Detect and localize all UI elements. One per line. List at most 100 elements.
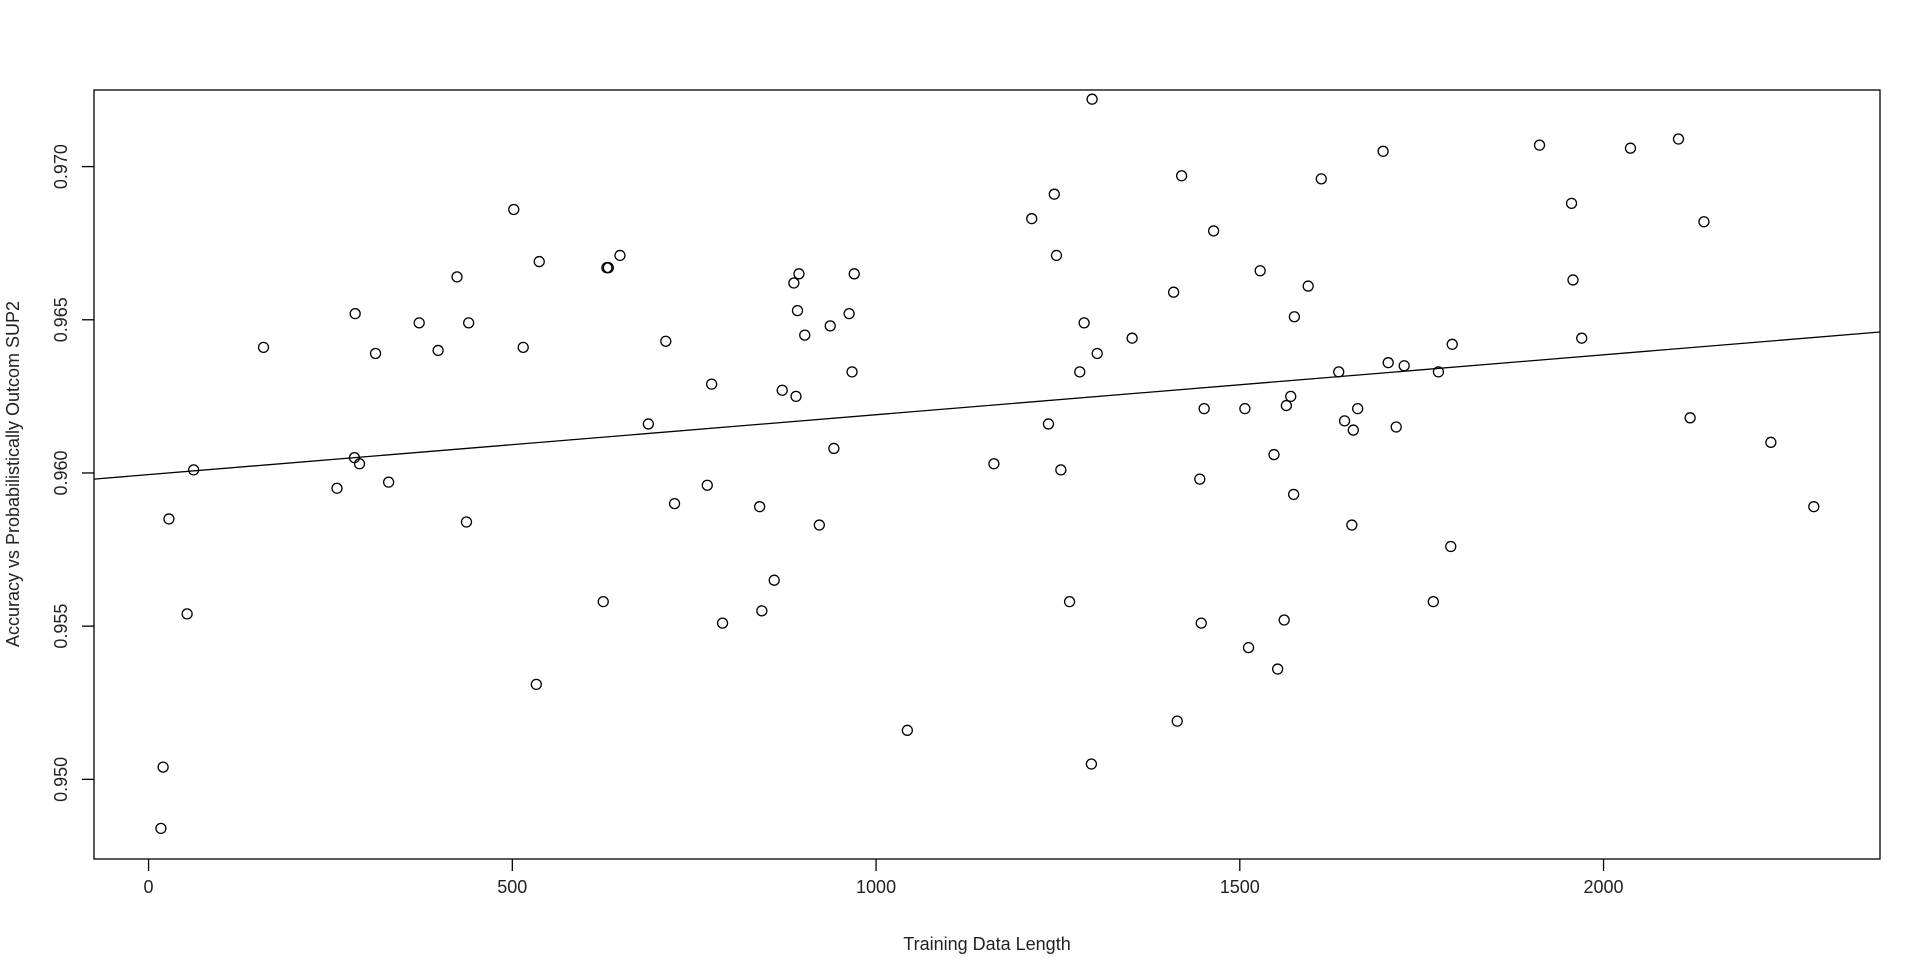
data-point xyxy=(1048,188,1060,200)
data-point xyxy=(660,335,672,347)
data-point xyxy=(157,761,169,773)
data-point xyxy=(1063,595,1076,608)
y-tick-label: 0.950 xyxy=(51,757,71,802)
data-point xyxy=(517,341,529,354)
data-point xyxy=(788,277,800,289)
data-point xyxy=(901,724,913,736)
data-point xyxy=(1126,332,1138,344)
data-point xyxy=(369,347,382,360)
data-point xyxy=(705,378,718,390)
data-point xyxy=(1698,216,1710,228)
data-point xyxy=(1175,170,1188,182)
data-point xyxy=(1026,213,1038,225)
data-point xyxy=(1446,338,1458,350)
data-point xyxy=(799,329,811,341)
data-point xyxy=(1271,663,1284,675)
data-point xyxy=(181,608,193,620)
data-point xyxy=(1684,412,1696,424)
data-point xyxy=(463,317,475,329)
data-point xyxy=(1239,402,1251,415)
data-point xyxy=(257,341,270,354)
data-point xyxy=(824,320,836,332)
data-point xyxy=(1194,473,1206,485)
data-point xyxy=(155,822,167,835)
data-point xyxy=(1280,399,1293,412)
data-point xyxy=(716,617,729,629)
x-tick-label: 0 xyxy=(144,877,154,897)
data-point xyxy=(1195,617,1207,629)
data-point xyxy=(793,268,805,280)
data-point xyxy=(846,366,858,378)
data-point xyxy=(413,317,425,329)
data-point xyxy=(1390,421,1402,433)
data-point xyxy=(791,304,804,317)
data-point xyxy=(382,476,395,488)
data-point xyxy=(1315,173,1327,185)
plot-frame xyxy=(93,89,1881,860)
data-point xyxy=(1050,249,1063,262)
data-point xyxy=(768,574,780,586)
data-point xyxy=(1624,142,1637,154)
data-point xyxy=(1445,540,1457,553)
data-point xyxy=(1427,595,1439,608)
data-point xyxy=(1091,347,1103,360)
data-point xyxy=(1808,501,1820,513)
data-point xyxy=(848,268,860,280)
data-point xyxy=(1347,424,1359,436)
data-point xyxy=(349,308,361,320)
data-point xyxy=(1268,448,1280,461)
data-point xyxy=(1672,133,1685,145)
data-point xyxy=(1302,280,1314,292)
data-point xyxy=(1198,402,1210,415)
data-point xyxy=(1285,390,1297,403)
data-point xyxy=(1078,317,1090,329)
data-point xyxy=(1167,286,1180,298)
y-tick-label: 0.960 xyxy=(51,450,71,495)
data-point xyxy=(1055,464,1067,476)
data-point xyxy=(1765,436,1777,448)
data-point xyxy=(1086,93,1098,105)
data-point xyxy=(1074,366,1086,378)
data-point xyxy=(1278,614,1290,626)
data-point xyxy=(1565,197,1578,210)
x-axis: 0 500 1000 1500 2000 xyxy=(144,859,1624,897)
data-point xyxy=(1533,139,1546,151)
data-point xyxy=(1287,488,1300,501)
data-point xyxy=(508,203,520,216)
data-point xyxy=(1338,415,1351,427)
y-tick-label: 0.970 xyxy=(51,144,71,189)
data-point xyxy=(828,442,840,455)
data-point xyxy=(602,262,614,274)
data-point xyxy=(754,501,766,513)
data-point xyxy=(163,513,175,525)
y-axis-title: Accuracy vs Probabilistically Outcom SUP… xyxy=(3,301,23,647)
y-tick-label: 0.955 xyxy=(51,604,71,649)
data-point xyxy=(701,479,713,491)
data-point xyxy=(988,458,1000,470)
data-point xyxy=(1333,366,1345,378)
data-point xyxy=(1254,265,1266,277)
y-axis: 0.950 0.955 0.960 0.965 0.970 xyxy=(51,144,94,802)
data-point xyxy=(353,458,366,470)
data-point xyxy=(432,344,444,357)
data-point xyxy=(813,519,825,531)
data-point xyxy=(776,384,788,396)
data-point xyxy=(1085,758,1098,770)
x-tick-label: 1500 xyxy=(1220,877,1260,897)
x-tick-label: 2000 xyxy=(1584,877,1624,897)
data-point xyxy=(1352,402,1364,415)
x-axis-title: Training Data Length xyxy=(903,934,1070,954)
x-tick-label: 1000 xyxy=(856,877,896,897)
data-point xyxy=(188,464,200,476)
data-point xyxy=(1576,332,1588,344)
data-point xyxy=(530,678,542,691)
trend-line xyxy=(93,331,1881,480)
data-point xyxy=(790,390,802,403)
data-point xyxy=(460,516,473,528)
data-point xyxy=(331,482,343,494)
y-tick-label: 0.965 xyxy=(51,297,71,342)
data-point xyxy=(843,308,855,320)
data-point xyxy=(1242,641,1255,654)
data-points xyxy=(155,93,1820,835)
